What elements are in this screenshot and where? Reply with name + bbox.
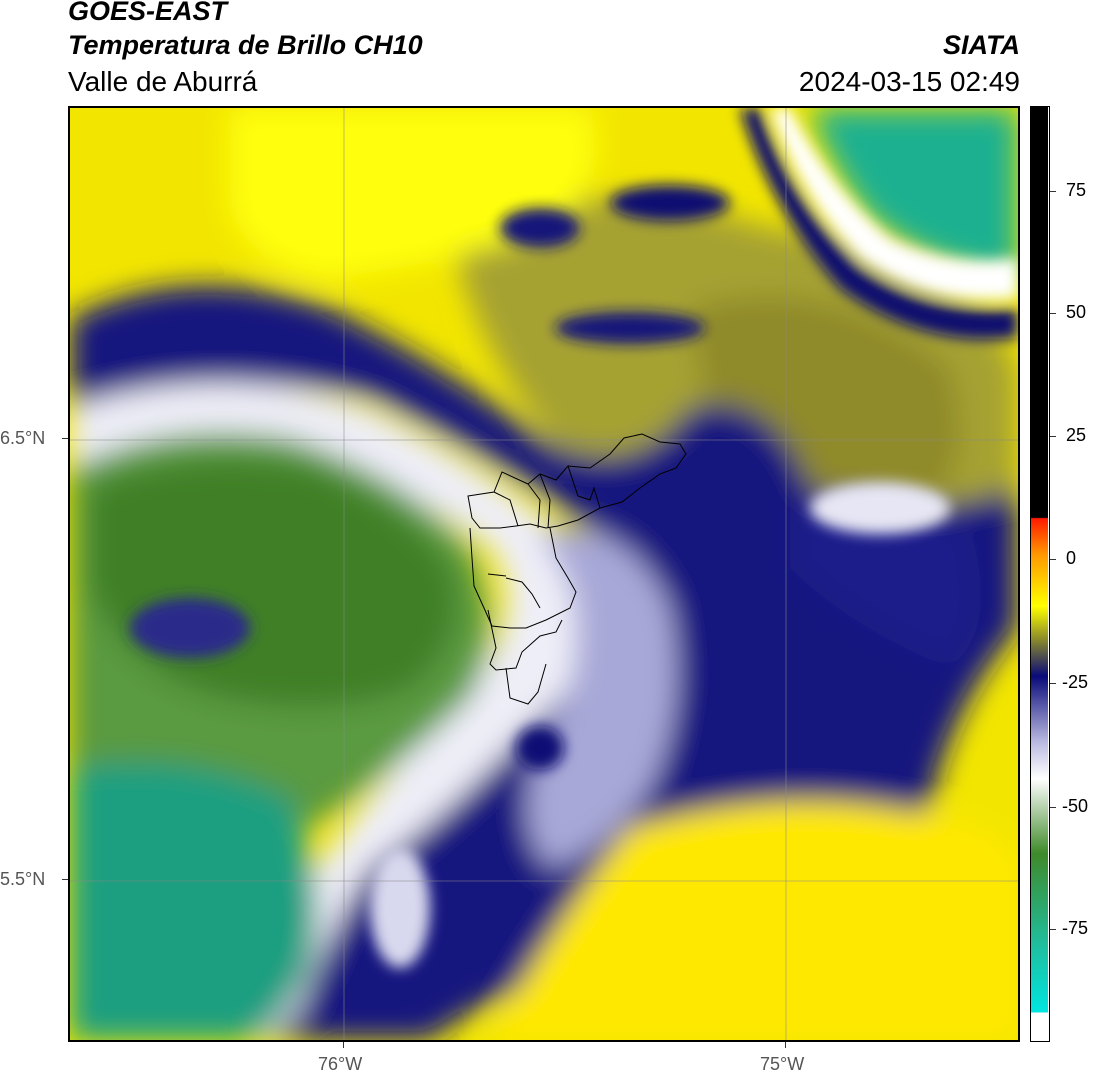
lat-label: 5.5°N [0,869,46,889]
product-title: Temperatura de Brillo CH10 [68,30,423,60]
lat-tick [62,438,68,439]
colorbar-label: 25 [1066,425,1087,445]
colorbar-tick [1050,313,1056,314]
lon-tick [785,1042,786,1048]
colorbar-label: 75 [1066,180,1087,200]
colorbar-tick [1050,929,1056,930]
colorbar-label: 50 [1066,302,1087,322]
lat-tick [62,879,68,880]
satellite-map[interactable] [68,106,1020,1042]
colorbar [1030,106,1050,1042]
datetime-label: 2024-03-15 02:49 [798,66,1020,97]
municipal-boundaries [467,433,687,705]
satellite-title: GOES-EAST [68,0,228,26]
colorbar-tick [1050,683,1056,684]
brightness-temperature-field [70,108,1018,1040]
colorbar-gradient [1031,107,1048,1040]
colorbar-label: -50 [1062,796,1089,816]
organization-label: SIATA [943,30,1020,60]
lon-label: 75°W [760,1054,805,1074]
colorbar-tick [1050,436,1056,437]
colorbar-label: 0 [1066,548,1077,568]
colorbar-label: -25 [1062,672,1089,692]
lat-label: 6.5°N [0,428,46,448]
lon-label: 76°W [318,1054,363,1074]
graticule [70,108,1018,1040]
region-subtitle: Valle de Aburrá [68,66,258,97]
colorbar-tick [1050,807,1056,808]
lon-tick [343,1042,344,1048]
colorbar-tick [1050,559,1056,560]
colorbar-label: -75 [1062,918,1089,938]
colorbar-tick [1050,191,1056,192]
